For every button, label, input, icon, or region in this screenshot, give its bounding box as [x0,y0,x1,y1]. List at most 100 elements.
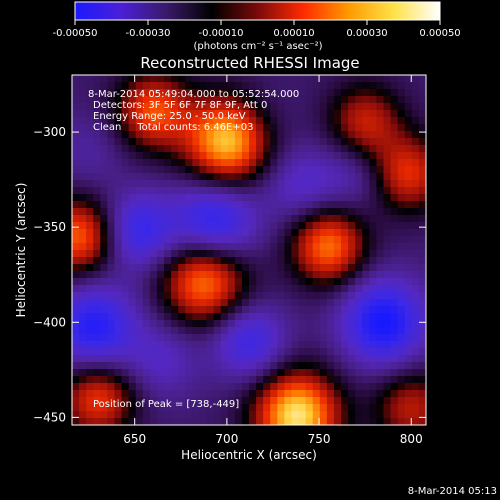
heatmap-cell [256,82,264,90]
heatmap-cell [263,411,271,419]
heatmap-cell [326,362,335,370]
heatmap-cell [93,327,101,335]
heatmap-cell [362,243,370,251]
heatmap-cell [135,334,144,342]
heatmap-cell [376,152,385,160]
heatmap-cell [178,250,186,258]
heatmap-cell [206,313,215,321]
heatmap-cell [333,96,342,104]
heatmap-cell [107,96,116,104]
heatmap-cell [206,341,215,349]
heatmap-cell [149,327,158,335]
heatmap-cell [348,320,356,328]
heatmap-cell [312,292,321,300]
heatmap-cell [192,229,201,237]
heatmap-cell [383,383,392,391]
heatmap-cell [227,404,236,412]
heatmap-cell [121,194,130,202]
heatmap-cell [390,299,399,307]
heatmap-cell [362,138,370,146]
heatmap-cell [164,166,172,174]
heatmap-cell [79,215,87,223]
heatmap-cell [397,271,406,279]
heatmap-cell [178,82,186,90]
heatmap-cell [135,187,144,195]
heatmap-cell [348,327,356,335]
heatmap-cell [241,110,250,118]
heatmap-cell [404,145,413,153]
heatmap-cell [326,159,335,167]
heatmap-cell [355,180,363,188]
heatmap-cell [291,82,300,90]
heatmap-cell [383,124,392,132]
heatmap-cell [192,194,201,202]
heatmap-cell [348,411,356,419]
heatmap-cell [249,222,257,230]
heatmap-cell [341,82,349,90]
heatmap-cell [107,187,116,195]
heatmap-cell [397,334,406,342]
heatmap-cell [220,327,229,335]
heatmap-cell [114,131,123,139]
heatmap-cell [305,334,314,342]
heatmap-cell [355,194,363,202]
heatmap-cell [164,89,172,97]
heatmap-cell [241,131,250,139]
heatmap-cell [128,215,137,223]
heatmap-cell [79,306,87,314]
heatmap-cell [298,187,307,195]
heatmap-cell [418,229,426,237]
heatmap-cell [362,390,370,398]
heatmap-cell [86,250,94,258]
heatmap-cell [135,180,144,188]
heatmap-cell [369,418,378,425]
heatmap-cell [171,103,179,111]
heatmap-cell [220,299,229,307]
heatmap-cell [171,131,179,139]
heatmap-cell [270,229,278,237]
heatmap-cell [348,334,356,342]
heatmap-cell [270,411,278,419]
heatmap-cell [100,264,108,272]
heatmap-cell [312,362,321,370]
heatmap-cell [312,383,321,391]
heatmap-cell [185,110,193,118]
heatmap-cell [234,194,243,202]
heatmap-cell [234,103,243,111]
heatmap-cell [156,299,165,307]
heatmap-cell [249,285,257,293]
heatmap-cell [319,306,328,314]
heatmap-cell [404,341,413,349]
heatmap-cell [411,257,420,265]
heatmap-cell [418,250,426,258]
heatmap-cell [376,117,385,125]
heatmap-cell [100,334,108,342]
heatmap-cell [93,215,101,223]
heatmap-cell [72,369,80,377]
heatmap-cell [227,145,236,153]
heatmap-cell [249,334,257,342]
heatmap-cell [376,180,385,188]
heatmap-cell [263,187,271,195]
heatmap-cell [348,187,356,195]
heatmap-cell [93,243,101,251]
heatmap-cell [135,390,144,398]
heatmap-cell [206,390,215,398]
heatmap-cell [298,96,307,104]
heatmap-cell [390,397,399,405]
heatmap-cell [79,82,87,90]
heatmap-cell [277,117,285,125]
heatmap-cell [418,110,426,118]
heatmap-cell [86,264,94,272]
heatmap-cell [404,313,413,321]
heatmap-cell [333,187,342,195]
heatmap-cell [319,194,328,202]
heatmap-cell [369,348,378,356]
heatmap-cell [199,250,208,258]
heatmap-cell [185,180,193,188]
heatmap-cell [206,117,215,125]
heatmap-cell [256,327,264,335]
heatmap-cell [256,194,264,202]
heatmap-cell [355,222,363,230]
heatmap-cell [93,278,101,286]
